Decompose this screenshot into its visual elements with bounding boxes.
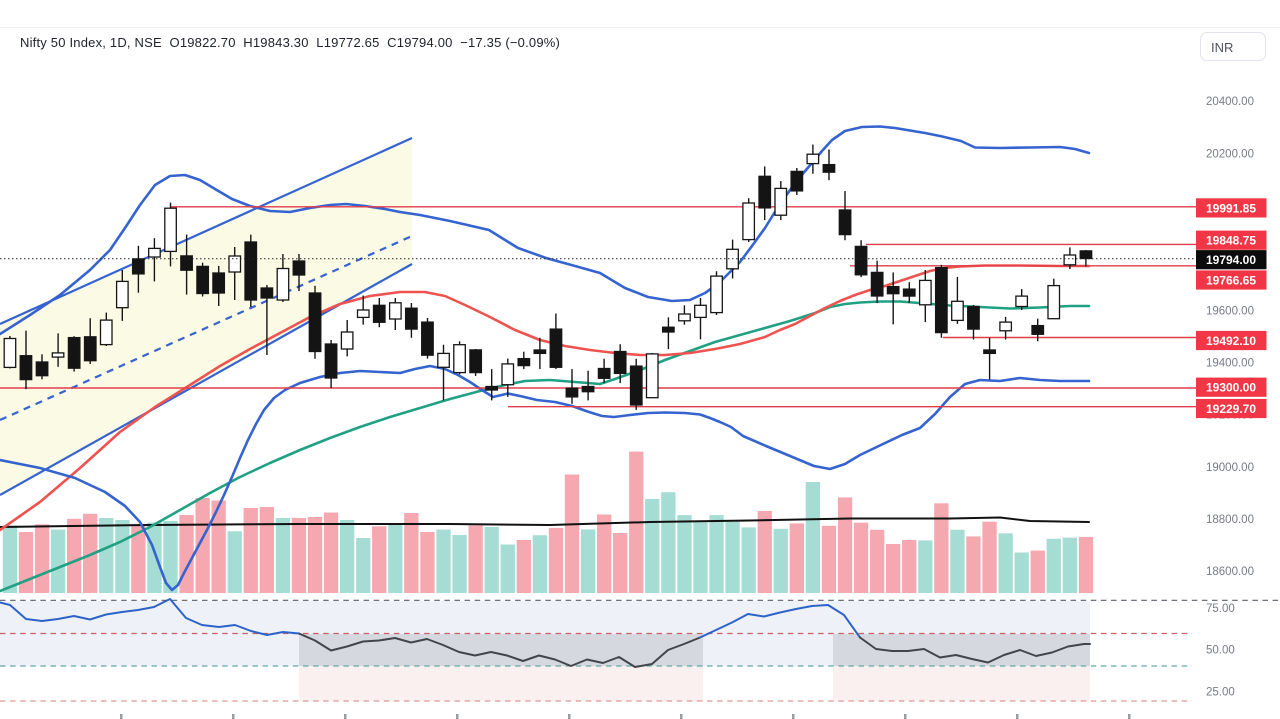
svg-text:50.00: 50.00 — [1206, 645, 1235, 657]
svg-text:19492.10: 19492.10 — [1206, 334, 1256, 348]
svg-text:19300.00: 19300.00 — [1206, 381, 1256, 395]
svg-text:19600.00: 19600.00 — [1206, 306, 1254, 318]
svg-text:19400.00: 19400.00 — [1206, 358, 1254, 370]
svg-text:20400.00: 20400.00 — [1206, 96, 1254, 108]
svg-text:18800.00: 18800.00 — [1206, 514, 1254, 526]
svg-text:19000.00: 19000.00 — [1206, 462, 1254, 474]
svg-text:20200.00: 20200.00 — [1206, 148, 1254, 160]
svg-text:19229.70: 19229.70 — [1206, 402, 1256, 416]
svg-text:19794.00: 19794.00 — [1206, 253, 1256, 267]
svg-text:19766.65: 19766.65 — [1206, 273, 1256, 287]
svg-text:19848.75: 19848.75 — [1206, 234, 1256, 248]
svg-text:25.00: 25.00 — [1206, 687, 1235, 699]
svg-text:19991.85: 19991.85 — [1206, 201, 1256, 215]
svg-text:75.00: 75.00 — [1206, 603, 1235, 615]
svg-text:18600.00: 18600.00 — [1206, 566, 1254, 578]
